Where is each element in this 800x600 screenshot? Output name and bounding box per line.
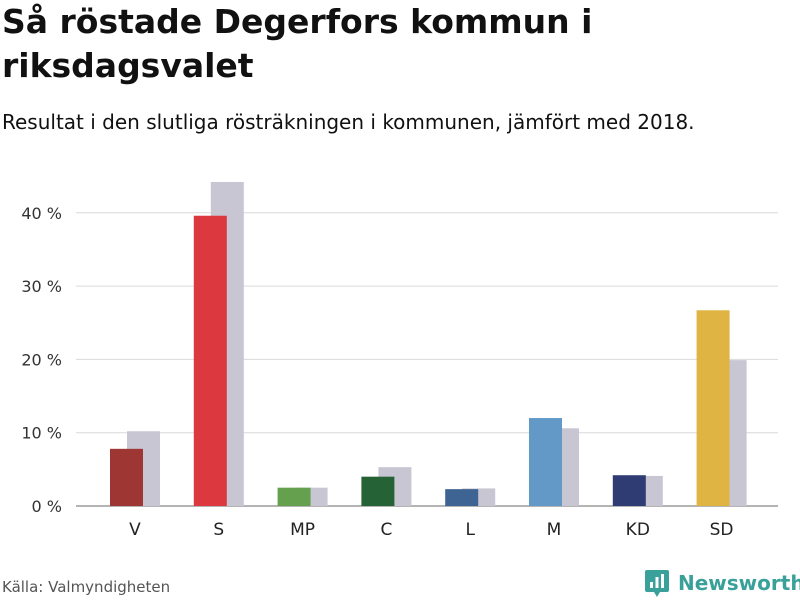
brand-name: Newsworthy — [678, 571, 800, 595]
newsworthy-logo[interactable]: Newsworthy — [644, 568, 800, 598]
bar-2022-C[interactable] — [361, 476, 395, 506]
x-tick-label-S: S — [213, 520, 224, 540]
y-tick-label: 0 % — [32, 497, 62, 516]
source-note: Källa: Valmyndigheten — [2, 578, 171, 596]
bar-2022-M[interactable] — [529, 418, 562, 506]
bar-2022-V[interactable] — [110, 448, 143, 506]
x-axis-labels: V S MP C L M KD SD — [129, 520, 733, 540]
x-tick-label-V: V — [129, 520, 141, 540]
y-tick-label: 30 % — [21, 277, 62, 296]
bar-2022-MP[interactable] — [277, 487, 311, 506]
bars — [110, 182, 747, 507]
bar-2022-S[interactable] — [193, 215, 227, 506]
x-tick-label-C: C — [380, 520, 392, 540]
x-tick-label-M: M — [547, 520, 562, 540]
y-axis-labels: 0 % 10 % 20 % 30 % 40 % — [21, 204, 62, 516]
bar-2022-SD[interactable] — [696, 310, 730, 506]
chart-logo-icon — [645, 570, 669, 597]
bar-2022-KD[interactable] — [612, 475, 646, 506]
x-tick-label-SD: SD — [710, 520, 734, 540]
bar-2022-L[interactable] — [445, 489, 479, 506]
y-tick-label: 20 % — [21, 350, 62, 369]
x-tick-label-L: L — [465, 520, 475, 540]
chart-subtitle: Resultat i den slutliga rösträkningen i … — [2, 110, 695, 134]
x-tick-label-MP: MP — [290, 520, 315, 540]
y-tick-label: 10 % — [21, 424, 62, 443]
grid-lines — [76, 212, 778, 507]
x-tick-label-KD: KD — [626, 520, 650, 540]
chart-title: Så röstade Degerfors kommun i riksdagsva… — [2, 2, 593, 85]
y-tick-label: 40 % — [21, 204, 62, 223]
